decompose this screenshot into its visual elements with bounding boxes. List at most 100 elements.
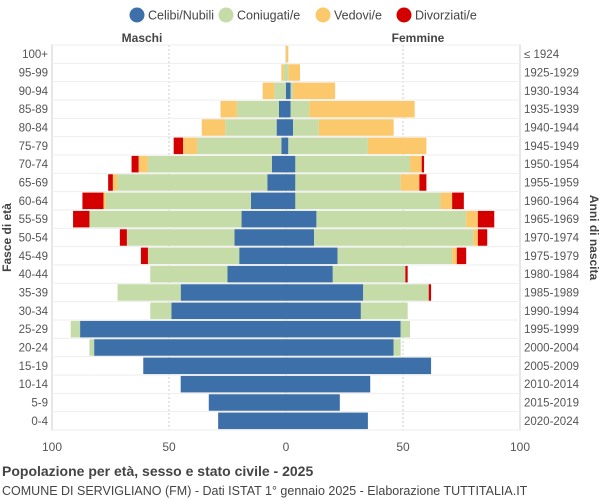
bar-male-celibi-nubili (94, 339, 287, 356)
bar-female-celibi-nubili (286, 320, 401, 338)
bar-female-celibi-nubili (286, 119, 294, 136)
bar-female-coniugati-e (295, 174, 401, 191)
bar-male-divorziati-e (73, 210, 90, 228)
age-group-label: 5-9 (31, 398, 48, 410)
bar-female-celibi-nubili (286, 284, 364, 301)
bar-male-divorziati-e (131, 155, 139, 173)
legend-swatch (129, 7, 145, 23)
bar-female-celibi-nubili (286, 174, 296, 191)
age-group-label: 0-4 (31, 416, 48, 428)
bar-male-coniugati-e (89, 339, 95, 356)
birth-year-label: 1965-1969 (524, 214, 579, 226)
bar-female-celibi-nubili (286, 100, 291, 118)
bar-male-divorziati-e (119, 229, 127, 246)
bar-male-vedovi-e (262, 82, 275, 100)
x-tick-label: 50 (396, 440, 410, 454)
bar-male-celibi-nubili (267, 174, 286, 191)
age-group-label: 85-89 (19, 104, 48, 116)
bar-female-coniugati-e (400, 320, 411, 338)
bar-male-celibi-nubili (80, 320, 286, 338)
birth-year-label: 2015-2019 (524, 398, 579, 410)
legend-label: Divorziati/e (415, 9, 477, 23)
bar-female-divorziati-e (428, 284, 432, 301)
bar-male-divorziati-e (82, 192, 104, 210)
bar-male-vedovi-e (201, 119, 226, 136)
birth-year-label: 1945-1949 (524, 141, 579, 153)
legend-label: Celibi/Nubili (148, 9, 214, 23)
bar-male-coniugati-e (70, 320, 81, 338)
bar-female-coniugati-e (295, 155, 411, 173)
legend-swatch (218, 7, 234, 23)
bar-male-celibi-nubili (218, 412, 286, 430)
birth-year-label: 1940-1944 (524, 123, 580, 135)
bar-female-divorziati-e (421, 155, 425, 173)
bar-male-coniugati-e (147, 247, 240, 265)
birth-year-label: 2005-2009 (524, 361, 579, 373)
x-tick-label: 100 (510, 440, 530, 454)
bar-male-vedovi-e (112, 174, 118, 191)
bar-female-celibi-nubili (286, 137, 289, 155)
bar-male-vedovi-e (281, 64, 284, 81)
bar-female-divorziati-e (419, 174, 427, 191)
bar-female-vedovi-e (288, 64, 301, 81)
bar-female-vedovi-e (293, 82, 336, 100)
age-group-label: 60-64 (19, 196, 49, 208)
bar-male-vedovi-e (103, 192, 106, 210)
birth-year-label: 1925-1929 (524, 68, 579, 80)
bar-female-divorziati-e (405, 265, 408, 283)
bar-male-celibi-nubili (239, 247, 286, 265)
bar-male-coniugati-e (283, 64, 286, 81)
bar-male-coniugati-e (147, 155, 272, 173)
legend-label: Coniugati/e (237, 9, 300, 23)
age-group-label: 45-49 (19, 251, 48, 263)
bar-female-divorziati-e (452, 192, 464, 210)
legend-swatch (396, 7, 412, 23)
bar-female-celibi-nubili (286, 357, 432, 375)
x-tick-label: 0 (283, 440, 290, 454)
y-axis-title-right: Anni di nascita (587, 195, 600, 281)
bar-male-coniugati-e (105, 192, 251, 210)
females-side-label: Femmine (392, 31, 445, 45)
bar-female-celibi-nubili (286, 210, 317, 228)
bar-female-divorziati-e (477, 210, 495, 228)
bar-female-divorziati-e (477, 229, 488, 246)
bar-male-celibi-nubili (171, 302, 286, 320)
bar-female-vedovi-e (410, 155, 422, 173)
bar-female-vedovi-e (400, 174, 420, 191)
age-group-label: 30-34 (19, 306, 49, 318)
bar-female-celibi-nubili (286, 412, 368, 430)
birth-year-label: 1930-1934 (524, 86, 580, 98)
bar-female-coniugati-e (290, 82, 294, 100)
bar-female-coniugati-e (393, 339, 401, 356)
chart-title: Popolazione per età, sesso e stato civil… (2, 463, 314, 479)
legend-label: Vedovi/e (334, 9, 382, 23)
y-axis-title-left: Fasce di età (0, 203, 14, 272)
age-group-label: 65-69 (19, 178, 48, 190)
bar-male-coniugati-e (274, 82, 286, 100)
bar-male-divorziati-e (173, 137, 184, 155)
birth-year-label: 2010-2014 (524, 379, 580, 391)
bar-male-coniugati-e (117, 174, 268, 191)
bar-female-vedovi-e (318, 119, 394, 136)
bar-male-celibi-nubili (234, 229, 286, 246)
bar-male-vedovi-e (220, 100, 237, 118)
x-tick-label: 50 (162, 440, 176, 454)
bar-female-vedovi-e (440, 192, 453, 210)
bar-female-vedovi-e (473, 229, 478, 246)
bar-male-celibi-nubili (208, 394, 286, 411)
age-group-label: 55-59 (19, 214, 48, 226)
bar-male-coniugati-e (236, 100, 279, 118)
bar-female-divorziati-e (456, 247, 467, 265)
bar-male-coniugati-e (197, 137, 282, 155)
bar-female-celibi-nubili (286, 339, 394, 356)
bar-female-celibi-nubili (286, 192, 296, 210)
bar-female-celibi-nubili (286, 82, 291, 100)
bar-male-celibi-nubili (271, 155, 286, 173)
birth-year-label: 1995-1999 (524, 324, 579, 336)
bar-female-vedovi-e (309, 100, 415, 118)
age-group-label: 80-84 (19, 123, 49, 135)
bar-male-vedovi-e (183, 137, 198, 155)
x-tick-label: 100 (42, 440, 62, 454)
age-group-label: 15-19 (19, 361, 48, 373)
bar-male-celibi-nubili (250, 192, 286, 210)
